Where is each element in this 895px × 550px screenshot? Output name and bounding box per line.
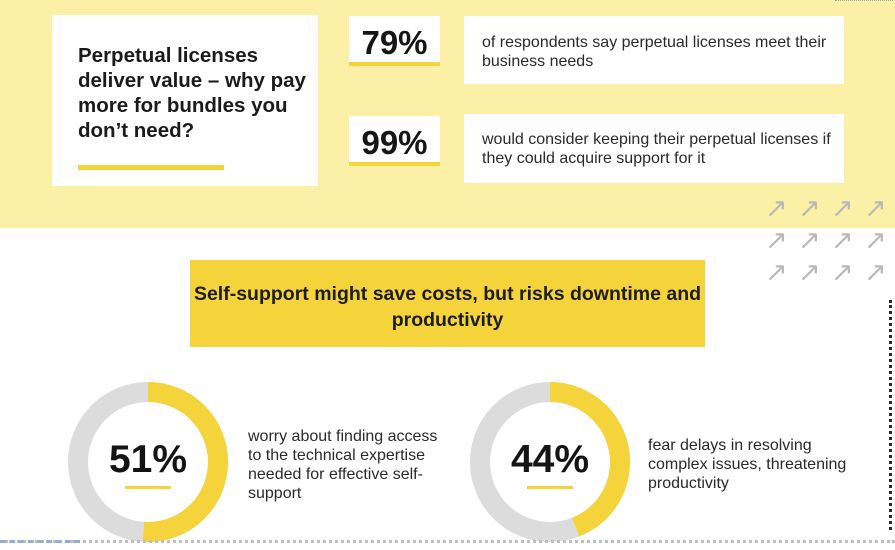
- corner-mark: [835, 0, 893, 5]
- stat-box-79: 79%: [349, 16, 440, 66]
- intro-underline: [78, 165, 224, 170]
- diagonal-arrow-icon: ↗: [765, 257, 788, 288]
- donut-ring: [68, 382, 228, 542]
- stat-box-99: 99%: [349, 116, 440, 166]
- diagonal-arrow-icon: ↗: [798, 257, 821, 288]
- diagonal-arrow-icon: ↗: [798, 225, 821, 256]
- section-banner: Self-support might save costs, but risks…: [190, 260, 705, 347]
- intro-title: Perpetual licenses deliver value – why p…: [78, 44, 306, 142]
- ring-description: fear delays in resolving complex issues,…: [648, 437, 847, 492]
- stat-description: of respondents say perpetual licenses me…: [482, 34, 827, 70]
- diagonal-arrow-icon: ↗: [831, 257, 854, 288]
- stat-description-card: would consider keeping their perpetual l…: [464, 114, 844, 183]
- donut-51: 51%: [68, 382, 228, 542]
- edge-dots: [889, 300, 895, 530]
- diagonal-arrow-icon: ↗: [864, 225, 887, 256]
- ring-value: 44%: [510, 438, 590, 481]
- ring-progress: [470, 382, 630, 542]
- ring-description: worry about finding access to the techni…: [248, 428, 438, 502]
- stat-value: 99%: [361, 124, 428, 161]
- stat-value: 79%: [361, 24, 428, 61]
- diagonal-arrow-icon: ↗: [765, 225, 788, 256]
- banner-heading: Self-support might save costs, but risks…: [193, 283, 702, 331]
- stat-underline: [349, 162, 440, 166]
- stat-description: would consider keeping their perpetual l…: [482, 131, 831, 167]
- ring-value: 51%: [108, 438, 188, 481]
- donut-44: 44%: [470, 382, 630, 542]
- diagonal-arrow-icon: ↗: [864, 257, 887, 288]
- ring-underline: [527, 486, 573, 489]
- arrow-pattern: ↗ ↗ ↗ ↗ ↗ ↗ ↗ ↗ ↗ ↗ ↗ ↗: [765, 193, 895, 292]
- donut-ring: [470, 382, 630, 542]
- diagonal-arrow-icon: ↗: [831, 225, 854, 256]
- diagonal-arrow-icon: ↗: [831, 193, 854, 224]
- diagonal-arrow-icon: ↗: [798, 193, 821, 224]
- ring-underline: [125, 486, 171, 489]
- bottom-dashes: [0, 540, 80, 550]
- stat-description-card: of respondents say perpetual licenses me…: [464, 16, 844, 84]
- diagonal-arrow-icon: ↗: [765, 193, 788, 224]
- bottom-dots: [0, 540, 895, 550]
- stat-underline: [349, 62, 440, 66]
- intro-card: Perpetual licenses deliver value – why p…: [52, 15, 318, 186]
- diagonal-arrow-icon: ↗: [864, 193, 887, 224]
- ring-progress: [68, 382, 228, 542]
